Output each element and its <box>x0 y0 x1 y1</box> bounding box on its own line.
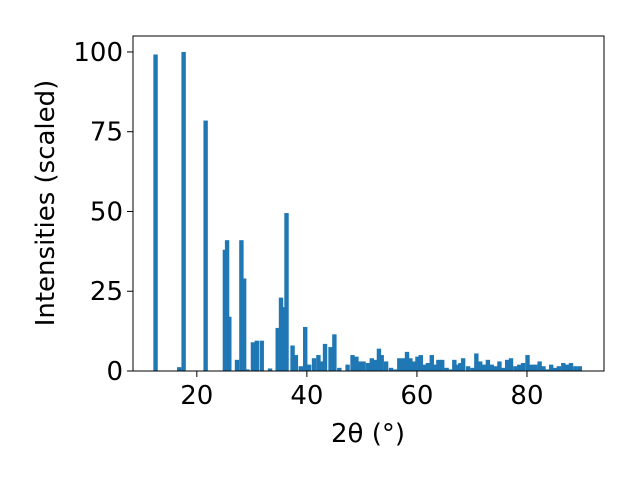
x-tick-label-80: 80 <box>510 381 543 411</box>
ticks-layer: 20 40 60 80 0 25 50 75 100 <box>73 38 543 411</box>
y-tick-label-50: 50 <box>90 197 123 227</box>
bar-66 <box>478 361 482 371</box>
bar-36 <box>366 363 370 371</box>
bar-28 <box>328 347 332 371</box>
bar-91 <box>578 366 582 371</box>
bar-0 <box>153 55 157 372</box>
bar-21 <box>299 366 303 371</box>
bar-2 <box>181 52 185 371</box>
bar-1 <box>177 367 181 371</box>
y-tick-label-25: 25 <box>90 277 123 307</box>
bar-68 <box>486 360 490 371</box>
bar-35 <box>361 361 365 371</box>
y-tick-label-0: 0 <box>106 357 123 387</box>
bar-70 <box>493 366 497 371</box>
bar-65 <box>474 353 478 371</box>
bar-73 <box>505 360 509 371</box>
y-tick-label-100: 100 <box>73 38 123 68</box>
bar-29 <box>332 334 336 371</box>
bar-84 <box>549 365 553 371</box>
bar-20 <box>294 355 298 371</box>
bar-3 <box>203 121 207 371</box>
bar-52 <box>426 363 430 371</box>
bar-74 <box>509 358 513 371</box>
bar-55 <box>436 360 440 371</box>
bar-48 <box>411 361 415 371</box>
bar-86 <box>557 366 561 371</box>
y-axis-label: Intensities (scaled) <box>31 80 61 327</box>
x-axis-label: 2θ (°) <box>331 419 405 449</box>
bar-62 <box>461 358 465 371</box>
bar-9 <box>242 278 246 371</box>
bars-layer <box>153 52 582 371</box>
bar-77 <box>521 363 525 371</box>
bar-75 <box>513 366 517 371</box>
bar-37 <box>370 358 374 371</box>
x-tick-label-20: 20 <box>180 381 213 411</box>
bar-18 <box>284 213 288 371</box>
bar-11 <box>251 342 255 371</box>
bar-79 <box>529 365 533 371</box>
y-tick-label-75: 75 <box>90 118 123 148</box>
bar-88 <box>565 365 569 371</box>
bar-22 <box>303 327 307 371</box>
bar-44 <box>397 358 401 371</box>
bar-40 <box>380 355 384 371</box>
bar-12 <box>255 341 259 371</box>
bar-69 <box>490 365 494 371</box>
x-tick-label-40: 40 <box>290 381 323 411</box>
bar-63 <box>466 366 470 371</box>
bar-71 <box>497 361 501 371</box>
bar-23 <box>307 365 311 371</box>
bar-51 <box>422 365 426 371</box>
bar-41 <box>384 361 388 371</box>
bar-87 <box>561 363 565 371</box>
bar-89 <box>569 363 573 371</box>
bar-27 <box>323 344 327 371</box>
x-tick-label-60: 60 <box>400 381 433 411</box>
bar-31 <box>345 365 349 371</box>
bar-80 <box>533 365 537 371</box>
bar-7 <box>235 360 239 371</box>
bar-90 <box>573 366 577 371</box>
bar-13 <box>260 341 264 371</box>
bar-67 <box>482 365 486 371</box>
bar-82 <box>541 366 545 371</box>
bar-32 <box>350 355 354 371</box>
bar-34 <box>358 361 362 371</box>
bar-76 <box>517 365 521 371</box>
bar-26 <box>319 361 323 371</box>
bar-24 <box>312 358 316 371</box>
bar-6 <box>227 317 231 371</box>
bar-81 <box>537 361 541 371</box>
bar-56 <box>440 360 444 371</box>
bar-78 <box>525 355 529 371</box>
